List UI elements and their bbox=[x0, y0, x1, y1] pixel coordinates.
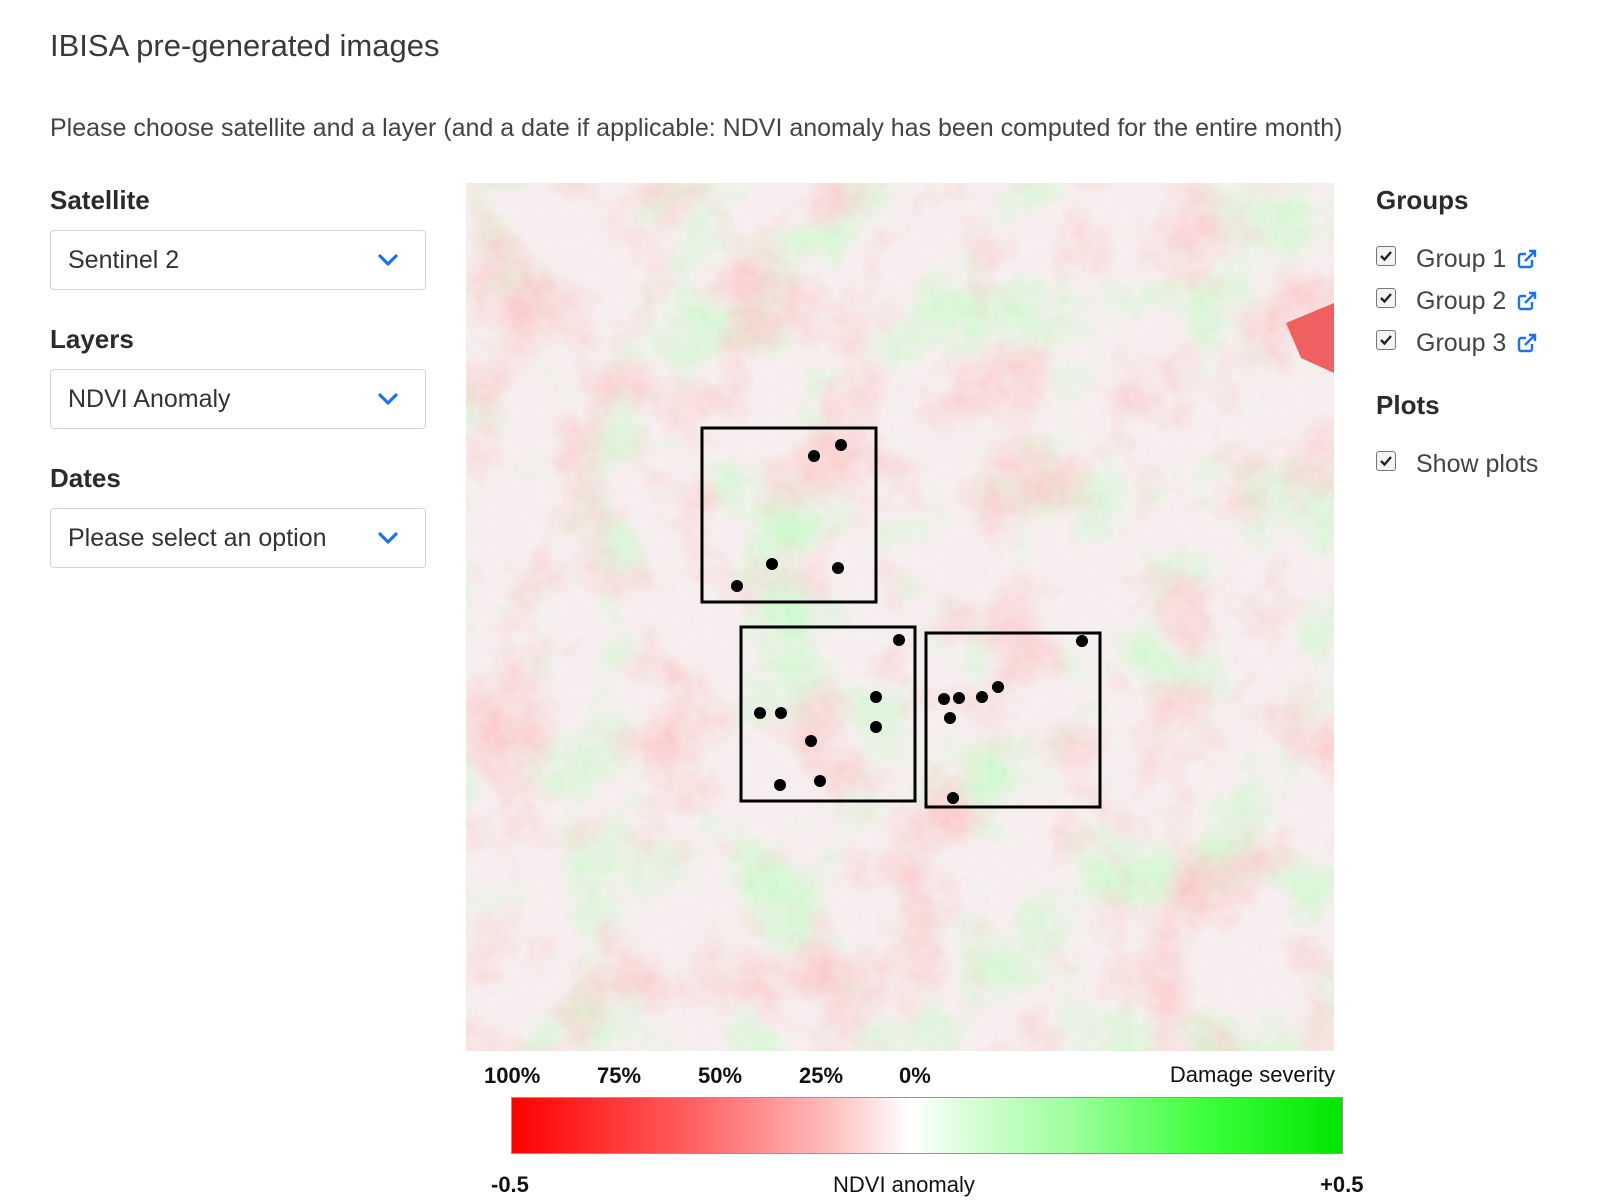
dates-label: Dates bbox=[50, 463, 121, 493]
right-panel: Groups Group 1 Group 2 Group 3 Plots bbox=[1376, 185, 1596, 485]
show-plots-row: Show plots bbox=[1376, 443, 1596, 485]
ndvi-min-label: -0.5 bbox=[491, 1172, 529, 1197]
severity-tick-0: 0% bbox=[899, 1063, 931, 1088]
chevron-down-icon bbox=[378, 393, 398, 405]
satellite-label: Satellite bbox=[50, 185, 150, 215]
show-plots-label[interactable]: Show plots bbox=[1416, 449, 1539, 478]
severity-tick-75: 75% bbox=[597, 1063, 642, 1088]
external-link-icon[interactable] bbox=[1516, 332, 1538, 354]
group-3-row: Group 3 bbox=[1376, 322, 1596, 364]
group-2-checkbox[interactable] bbox=[1376, 288, 1396, 308]
dates-select[interactable]: Please select an option bbox=[50, 508, 426, 568]
ndvi-colorbar bbox=[511, 1097, 1343, 1154]
show-plots-checkbox[interactable] bbox=[1376, 451, 1396, 471]
checkmark-icon bbox=[1380, 293, 1392, 304]
ndvi-anomaly-map[interactable] bbox=[466, 183, 1334, 1051]
ndvi-max-label: +0.5 bbox=[1320, 1172, 1364, 1197]
checkmark-icon bbox=[1380, 335, 1392, 346]
group-1-checkbox[interactable] bbox=[1376, 246, 1396, 266]
chevron-down-icon bbox=[378, 532, 398, 544]
group-2-row: Group 2 bbox=[1376, 280, 1596, 322]
severity-tick-25: 25% bbox=[799, 1063, 844, 1088]
group-3-checkbox[interactable] bbox=[1376, 330, 1396, 350]
dates-select-value: Please select an option bbox=[68, 524, 327, 552]
checkmark-icon bbox=[1380, 456, 1392, 467]
group-2-label[interactable]: Group 2 bbox=[1416, 286, 1507, 315]
group-3-label[interactable]: Group 3 bbox=[1416, 328, 1507, 357]
checkmark-icon bbox=[1380, 251, 1392, 262]
severity-tick-50: 50% bbox=[698, 1063, 743, 1088]
satellite-select[interactable]: Sentinel 2 bbox=[50, 230, 426, 290]
instructions-text: Please choose satellite and a layer (and… bbox=[50, 114, 1343, 142]
satellite-select-value: Sentinel 2 bbox=[68, 246, 180, 274]
damage-severity-title: Damage severity bbox=[1169, 1062, 1335, 1087]
groups-title: Groups bbox=[1376, 185, 1469, 215]
external-link-icon[interactable] bbox=[1516, 248, 1538, 270]
sidebar: Satellite Sentinel 2 Layers NDVI Anomaly… bbox=[50, 185, 426, 602]
page-title: IBISA pre-generated images bbox=[50, 28, 440, 63]
layers-select[interactable]: NDVI Anomaly bbox=[50, 369, 426, 429]
layers-select-value: NDVI Anomaly bbox=[68, 385, 231, 413]
chevron-down-icon bbox=[378, 254, 398, 266]
ndvi-anomaly-title: NDVI anomaly bbox=[833, 1172, 975, 1197]
external-link-icon[interactable] bbox=[1516, 290, 1538, 312]
group-1-label[interactable]: Group 1 bbox=[1416, 244, 1507, 273]
ndvi-map-canvas bbox=[466, 183, 1334, 1051]
plots-title: Plots bbox=[1376, 390, 1440, 420]
group-1-row: Group 1 bbox=[1376, 238, 1596, 280]
severity-tick-100: 100% bbox=[484, 1063, 541, 1088]
layers-label: Layers bbox=[50, 324, 134, 354]
